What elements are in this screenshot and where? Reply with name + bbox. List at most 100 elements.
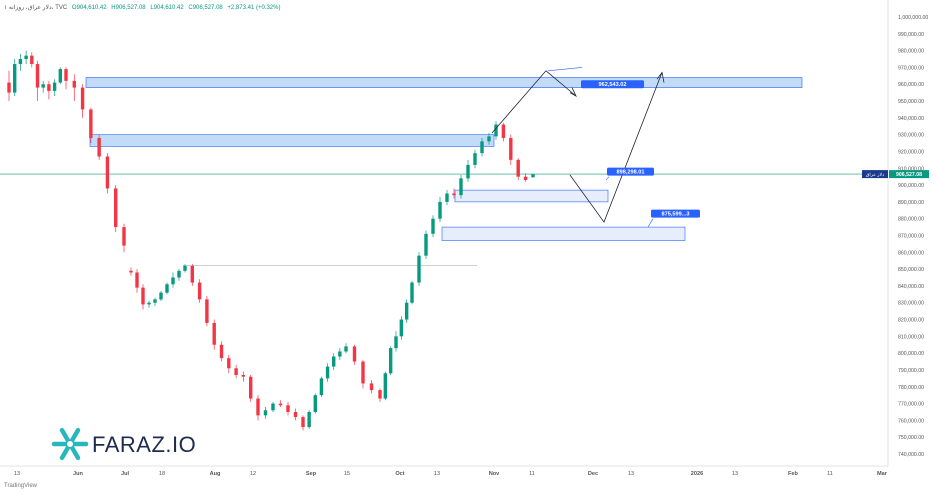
candle bbox=[388, 346, 393, 376]
candle-body bbox=[212, 322, 216, 345]
candle bbox=[177, 269, 181, 281]
candle bbox=[18, 53, 23, 71]
candle-body bbox=[388, 348, 393, 374]
candle bbox=[404, 299, 409, 323]
candle-body bbox=[344, 346, 348, 352]
time-tick-label: Nov bbox=[489, 471, 500, 477]
candle-body bbox=[147, 302, 151, 305]
candle-body bbox=[97, 138, 101, 157]
price-tick-label: 870,000.00 bbox=[898, 234, 924, 240]
candle bbox=[278, 400, 283, 407]
candle-body bbox=[89, 109, 93, 139]
price-tick-label: 800,000.00 bbox=[898, 351, 924, 357]
time-tick-label: 11 bbox=[827, 471, 833, 477]
candle bbox=[509, 134, 513, 165]
ohlc-header: ۱ دلار عراق، روزانه، TVC O904,610.42 H90… bbox=[4, 4, 280, 11]
candle bbox=[105, 153, 110, 194]
candle bbox=[147, 301, 151, 308]
time-tick-label: 2026 bbox=[691, 471, 703, 477]
candle-body bbox=[431, 218, 435, 234]
candle bbox=[445, 190, 449, 206]
candle-body bbox=[249, 376, 253, 399]
callout-leader bbox=[647, 218, 654, 228]
candle bbox=[234, 364, 238, 379]
time-tick-label: 18 bbox=[159, 471, 165, 477]
candle-body bbox=[256, 398, 260, 416]
candle-body bbox=[319, 378, 324, 396]
time-tick-label: Mar bbox=[877, 471, 888, 477]
price-tick-label: 920,000.00 bbox=[898, 149, 924, 155]
candle-body bbox=[227, 358, 231, 369]
callout-leader bbox=[547, 67, 583, 72]
price-tick-label: 970,000.00 bbox=[898, 65, 924, 71]
candle bbox=[494, 121, 498, 140]
candle-body bbox=[278, 403, 283, 406]
candle-body bbox=[271, 403, 275, 411]
candle-body bbox=[197, 282, 202, 300]
candle-body bbox=[516, 159, 520, 177]
price-tick-label: 940,000.00 bbox=[898, 116, 924, 122]
current-price-label: 906,527.08 bbox=[896, 172, 922, 178]
close-value: C906,527.08 bbox=[188, 5, 223, 11]
time-tick-label: 13 bbox=[434, 471, 440, 477]
candle bbox=[459, 174, 463, 199]
candle bbox=[190, 264, 194, 286]
candle bbox=[197, 279, 202, 303]
price-tick-label: 790,000.00 bbox=[898, 368, 924, 374]
candle bbox=[501, 122, 506, 142]
price-tick-label: 780,000.00 bbox=[898, 385, 924, 391]
arrowhead bbox=[569, 87, 577, 97]
price-tick-label: 880,000.00 bbox=[898, 217, 924, 223]
price-tick-label: 770,000.00 bbox=[898, 402, 924, 408]
candle bbox=[52, 79, 57, 96]
candle bbox=[344, 343, 348, 354]
candle-body bbox=[18, 59, 23, 65]
candle-body bbox=[153, 299, 157, 303]
candle bbox=[122, 223, 126, 253]
candle-body bbox=[352, 346, 357, 362]
candle-body bbox=[438, 201, 442, 219]
time-tick-label: 15 bbox=[344, 471, 350, 477]
candle-body bbox=[338, 351, 342, 357]
price-tick-label: 1,000,000.00 bbox=[898, 15, 928, 21]
candle bbox=[378, 388, 382, 402]
candle-body bbox=[183, 265, 187, 271]
time-tick-label: Dec bbox=[588, 471, 598, 477]
candle-body bbox=[452, 193, 456, 196]
candle-body bbox=[424, 233, 428, 256]
candle-body bbox=[24, 55, 28, 60]
callout-898-box bbox=[607, 167, 654, 176]
candle-body bbox=[159, 292, 163, 300]
candle bbox=[424, 230, 428, 260]
candle bbox=[171, 272, 175, 288]
time-tick-label: 13 bbox=[628, 471, 634, 477]
callout-leader bbox=[605, 176, 610, 181]
candle bbox=[399, 316, 404, 340]
price-tick-label: 840,000.00 bbox=[898, 284, 924, 290]
open-value: O904,610.42 bbox=[71, 5, 107, 11]
candle bbox=[352, 344, 357, 365]
callout-898-label: 898,298.01 bbox=[617, 170, 645, 176]
candle-body bbox=[219, 344, 224, 359]
projection-path-main bbox=[569, 72, 663, 223]
price-tick-label: 950,000.00 bbox=[898, 99, 924, 105]
tradingview-brand[interactable]: TradingView bbox=[4, 483, 37, 489]
candle bbox=[24, 50, 28, 65]
logo-star-center bbox=[67, 441, 73, 447]
candle-body bbox=[190, 265, 194, 283]
candle-body bbox=[122, 227, 126, 246]
candle-body bbox=[473, 153, 477, 165]
logo-text: FARAZ.IO bbox=[92, 432, 196, 457]
candle-body bbox=[445, 193, 449, 202]
candle bbox=[438, 196, 442, 223]
candle-body bbox=[378, 390, 382, 399]
candle bbox=[361, 359, 365, 389]
candle-body bbox=[301, 417, 305, 428]
time-tick-label: 11 bbox=[529, 471, 535, 477]
candle-body bbox=[325, 366, 330, 379]
candle bbox=[523, 173, 528, 182]
candle-body bbox=[72, 80, 76, 88]
candle bbox=[47, 80, 51, 100]
callout-875-box bbox=[651, 209, 700, 218]
